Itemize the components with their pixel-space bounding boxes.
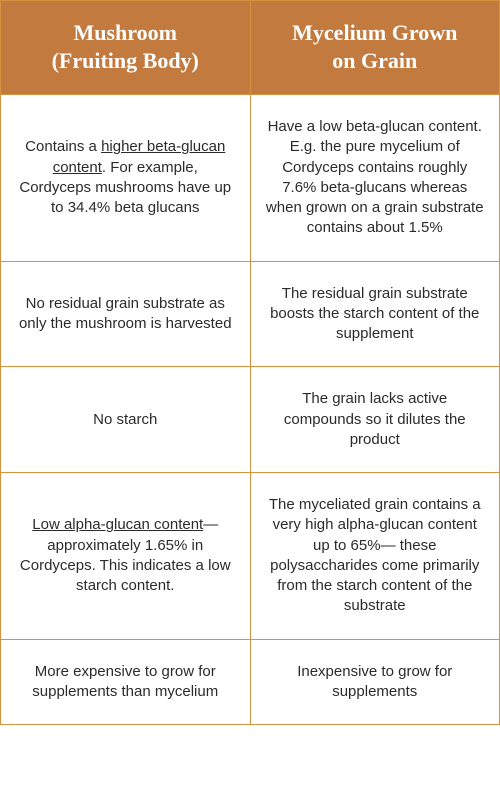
table-row: More expensive to grow for supplements t… [1,639,500,725]
cell-text: Have a low beta-glucan content. E.g. the… [266,118,484,236]
table-header-row: Mushroom (Fruiting Body) Mycelium Grown … [1,1,500,95]
cell-text: More expensive to grow for supplements t… [32,663,218,700]
comparison-table: Mushroom (Fruiting Body) Mycelium Grown … [0,0,500,725]
cell-text: No residual grain substrate as only the … [19,295,232,332]
column-header-mycelium: Mycelium Grown on Grain [250,1,500,95]
cell-left: Contains a higher beta-glucan content. F… [1,95,251,262]
cell-left: No residual grain substrate as only the … [1,261,251,367]
table-row: No starch The grain lacks active compoun… [1,367,500,473]
table-row: Contains a higher beta-glucan content. F… [1,95,500,262]
cell-text-underlined: Low alpha-glucan content [32,516,203,533]
header-text-line2: on Grain [332,48,417,73]
header-text-line1: Mushroom [74,20,178,45]
column-header-mushroom: Mushroom (Fruiting Body) [1,1,251,95]
cell-right: The myceliated grain contains a very hig… [250,473,500,640]
cell-text: Inexpensive to grow for supplements [297,663,452,700]
cell-left: No starch [1,367,251,473]
table-row: No residual grain substrate as only the … [1,261,500,367]
cell-right: Inexpensive to grow for supplements [250,639,500,725]
cell-left: Low alpha-glucan content—approximately 1… [1,473,251,640]
header-text-line2: (Fruiting Body) [52,48,199,73]
header-text-line1: Mycelium Grown [292,20,457,45]
cell-text: The residual grain substrate boosts the … [270,285,479,343]
cell-right: Have a low beta-glucan content. E.g. the… [250,95,500,262]
cell-text: The myceliated grain contains a very hig… [269,496,481,614]
cell-text-post: . For example, Cordyceps mushrooms have … [19,159,231,217]
cell-right: The grain lacks active compounds so it d… [250,367,500,473]
table-row: Low alpha-glucan content—approximately 1… [1,473,500,640]
cell-right: The residual grain substrate boosts the … [250,261,500,367]
cell-text: The grain lacks active compounds so it d… [284,390,466,448]
cell-left: More expensive to grow for supplements t… [1,639,251,725]
cell-text: No starch [93,411,157,428]
cell-text-pre: Contains a [25,138,101,155]
